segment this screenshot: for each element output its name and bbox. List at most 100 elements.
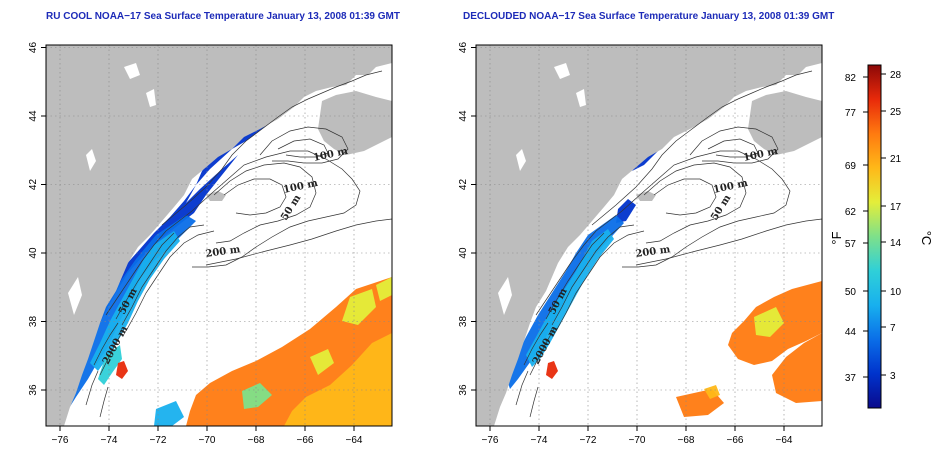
lat-tick-label: 36	[28, 384, 39, 396]
land-mainland	[46, 45, 392, 426]
warm-eddy-edge	[376, 277, 392, 301]
fahrenheit-tick-label: 77	[845, 108, 857, 119]
fahrenheit-tick-label: 57	[845, 239, 857, 250]
celsius-tick-label: 10	[890, 287, 902, 298]
bathymetry-contour	[213, 162, 317, 244]
bathymetry-contour	[93, 322, 119, 366]
bathymetry-contour	[545, 232, 605, 320]
fahrenheit-tick-label: 82	[845, 73, 857, 84]
inland-lake	[124, 63, 140, 79]
celsius-tick-label: 3	[890, 371, 896, 382]
lon-tick-label: −70	[199, 435, 216, 446]
nearshore-warm-spot	[116, 361, 128, 379]
inland-lake	[498, 277, 512, 315]
bathymetry-contour	[523, 322, 549, 366]
lat-tick-label: 38	[458, 316, 469, 328]
lon-tick-label: −70	[629, 435, 646, 446]
southern-shelf-water	[154, 401, 184, 426]
bathymetry-contour	[707, 138, 759, 158]
inland-lake	[516, 149, 526, 171]
lon-tick-label: −66	[727, 435, 744, 446]
bathymetry-contour	[99, 386, 109, 418]
bathymetry-contour	[643, 162, 747, 244]
fahrenheit-unit-label: °F	[829, 231, 844, 244]
shelf-water	[526, 229, 614, 367]
lon-tick-label: −74	[101, 435, 118, 446]
lat-tick-label: 38	[28, 316, 39, 328]
lon-tick-label: −68	[248, 435, 265, 446]
lon-tick-label: −68	[678, 435, 695, 446]
mixed-water-yellow	[310, 349, 334, 375]
bathymetry-contour	[529, 328, 555, 376]
lon-tick-label: −76	[52, 435, 69, 446]
celsius-tick-label: 25	[890, 107, 902, 118]
fahrenheit-tick-label: 69	[845, 161, 857, 172]
bathymetry-contour	[85, 370, 99, 406]
fahrenheit-tick-label: 37	[845, 373, 857, 384]
bathymetry-contour	[259, 126, 349, 164]
lat-tick-label: 42	[28, 179, 39, 191]
lat-tick-label: 44	[458, 110, 469, 122]
map-frame	[475, 44, 823, 427]
gulf-stream-core	[284, 333, 392, 426]
bathymetry-contour	[551, 224, 635, 326]
celsius-tick-label: 14	[890, 238, 902, 249]
shelf-warm-patch	[98, 345, 122, 385]
inland-lake	[554, 63, 570, 79]
inland-lake	[576, 89, 586, 107]
lon-tick-label: −72	[150, 435, 167, 446]
lat-tick-label: 44	[28, 110, 39, 122]
bathymetry-contour	[653, 178, 717, 216]
offshore-cold-patch	[616, 199, 636, 223]
inland-lake	[86, 149, 96, 171]
celsius-tick-label: 17	[890, 202, 902, 213]
map-frame	[45, 44, 393, 427]
mixed-water-green	[242, 383, 272, 409]
bathymetry-contour	[125, 230, 215, 332]
celsius-unit-label: °C	[919, 231, 934, 246]
southern-warm-core	[704, 385, 720, 399]
colorbar-scale	[867, 64, 882, 409]
contour-label: 200 m	[205, 244, 242, 260]
bathymetry-contour	[223, 178, 287, 216]
lon-tick-label: −76	[482, 435, 499, 446]
bathymetry-contour	[515, 370, 529, 406]
bathymetry-contour	[635, 218, 822, 266]
lon-tick-label: −66	[297, 435, 314, 446]
bathymetry-contour	[529, 386, 539, 418]
bathymetry-contour	[99, 328, 125, 376]
lat-tick-label: 46	[28, 42, 39, 54]
lat-tick-label: 42	[458, 179, 469, 191]
inland-lake	[68, 277, 82, 315]
nearshore-warm-spot	[546, 361, 558, 379]
bathymetry-contour	[535, 230, 597, 316]
lon-tick-label: −64	[346, 435, 363, 446]
lat-tick-label: 40	[28, 247, 39, 259]
left-panel-title: RU COOL NOAA−17 Sea Surface Temperature …	[46, 11, 400, 22]
bathymetry-contour	[161, 70, 383, 226]
lat-tick-label: 36	[458, 384, 469, 396]
bathymetry-contour	[591, 70, 813, 226]
celsius-tick-label: 21	[890, 154, 902, 165]
lon-tick-label: −72	[580, 435, 597, 446]
inland-lake	[146, 89, 156, 107]
warm-eddy-yellow	[342, 289, 376, 325]
bathymetry-contour	[121, 224, 205, 326]
bathymetry-contour	[165, 150, 361, 268]
bathymetry-contour	[689, 126, 779, 164]
bathymetry-contour	[595, 150, 791, 268]
lat-tick-label: 46	[458, 42, 469, 54]
right-panel-title: DECLOUDED NOAA−17 Sea Surface Temperatur…	[463, 11, 835, 22]
lat-tick-label: 40	[458, 247, 469, 259]
contour-label: 200 m	[635, 244, 672, 260]
bathymetry-contour	[205, 218, 392, 266]
bathymetry-contour	[555, 230, 645, 332]
colorbar: 82 77 69 62 57 50 44 37 28 25 21 17 14 10 7 3 °F °C	[829, 64, 934, 409]
celsius-tick-label: 7	[890, 323, 896, 334]
fahrenheit-tick-label: 50	[845, 287, 857, 298]
